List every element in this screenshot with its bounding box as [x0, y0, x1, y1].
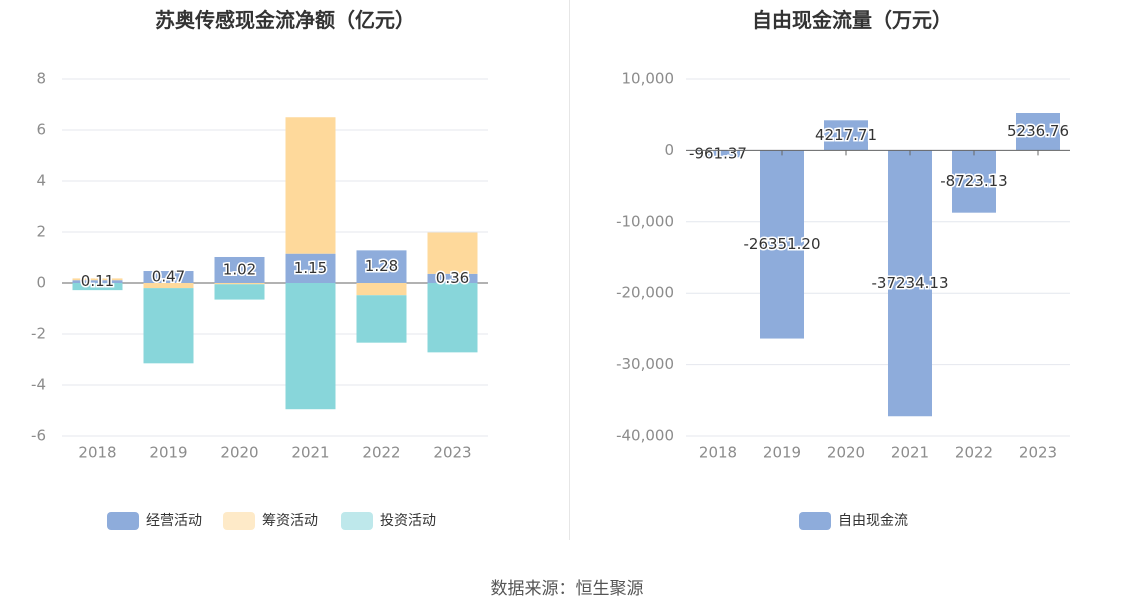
data-label: 4217.71 — [815, 126, 877, 144]
data-label: 0.11 — [81, 272, 114, 290]
x-tick-label: 2021 — [291, 444, 329, 462]
bar-筹资活动 — [143, 283, 194, 289]
bar-经营活动 — [143, 271, 194, 283]
bar-free-cash-flow — [888, 150, 932, 417]
y-tick-label: 0 — [664, 141, 674, 159]
bar-筹资活动 — [285, 117, 336, 254]
bar-投资活动 — [214, 284, 265, 300]
legend-swatch-free-cash-flow — [799, 512, 831, 530]
bar-筹资活动 — [214, 283, 265, 285]
y-tick-label: -30,000 — [616, 355, 674, 373]
x-tick-label: 2019 — [149, 444, 187, 462]
y-tick-label: -40,000 — [616, 427, 674, 445]
x-tick-label: 2021 — [891, 444, 929, 462]
bar-投资活动 — [427, 283, 478, 353]
y-tick-label: 10,000 — [622, 70, 675, 88]
bar-筹资活动 — [427, 232, 478, 274]
bar-经营活动 — [427, 273, 478, 283]
x-tick-label: 2018 — [699, 444, 737, 462]
data-label: -26351.20 — [744, 235, 821, 253]
y-tick-label: -2 — [31, 325, 46, 343]
legend-label: 经营活动 — [146, 513, 202, 529]
y-tick-label: 2 — [36, 223, 46, 241]
x-tick-label: 2022 — [955, 444, 993, 462]
legend-swatch-筹资活动 — [223, 512, 255, 530]
bar-经营活动 — [356, 250, 407, 283]
x-tick-label: 2022 — [362, 444, 400, 462]
legend-swatch-投资活动 — [341, 512, 373, 530]
y-tick-label: 6 — [36, 121, 46, 139]
data-label: 1.02 — [223, 260, 256, 278]
data-label: 1.28 — [365, 257, 398, 275]
x-tick-label: 2023 — [1019, 444, 1057, 462]
bar-free-cash-flow — [760, 150, 804, 339]
data-label: 5236.76 — [1007, 122, 1069, 140]
x-tick-label: 2019 — [763, 444, 801, 462]
y-tick-label: 8 — [36, 70, 46, 88]
chart-divider — [569, 0, 570, 540]
bar-投资活动 — [285, 283, 336, 410]
x-tick-label: 2023 — [433, 444, 471, 462]
x-tick-label: 2018 — [78, 444, 116, 462]
bar-筹资活动 — [356, 283, 407, 296]
right-chart-title: 自由现金流量（万元） — [752, 8, 952, 32]
data-label: 1.15 — [294, 259, 327, 277]
y-tick-label: 4 — [36, 172, 46, 190]
bar-经营活动 — [214, 256, 265, 283]
y-tick-label: -20,000 — [616, 284, 674, 302]
bar-投资活动 — [143, 288, 194, 364]
y-tick-label: -4 — [31, 376, 46, 394]
legend-label: 筹资活动 — [262, 512, 318, 529]
bar-free-cash-flow — [952, 150, 996, 213]
data-label: -961.37 — [689, 144, 747, 162]
y-tick-label: -10,000 — [616, 212, 674, 230]
x-tick-label: 2020 — [220, 444, 258, 462]
data-label: -8723.13 — [940, 172, 1007, 190]
y-tick-label: -6 — [31, 427, 46, 445]
bar-经营活动 — [285, 253, 336, 283]
bar-投资活动 — [72, 283, 123, 291]
data-label: 0.36 — [436, 269, 469, 287]
legend-label: 自由现金流 — [838, 513, 908, 529]
y-tick-label: 0 — [36, 274, 46, 292]
legend-swatch-经营活动 — [107, 512, 139, 530]
data-label: -37234.13 — [872, 274, 949, 292]
bar-筹资活动 — [72, 278, 123, 281]
source-label: 数据来源：恒生聚源 — [490, 579, 644, 599]
x-tick-label: 2020 — [827, 444, 865, 462]
left-chart-title: 苏奥传感现金流净额（亿元） — [155, 8, 415, 32]
data-label: 0.47 — [152, 268, 185, 286]
bar-经营活动 — [72, 280, 123, 283]
bar-free-cash-flow — [1016, 113, 1060, 151]
bar-free-cash-flow — [824, 120, 868, 151]
legend-label: 投资活动 — [380, 513, 436, 529]
bar-投资活动 — [356, 295, 407, 343]
